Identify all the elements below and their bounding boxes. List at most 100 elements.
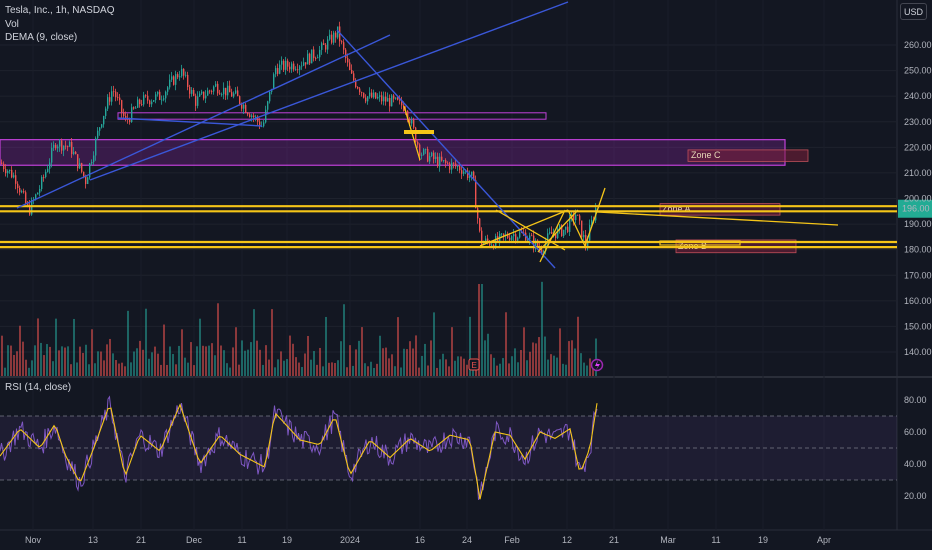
candle-body bbox=[45, 171, 47, 178]
blue-trendline bbox=[89, 1, 569, 181]
candle-body bbox=[549, 231, 551, 234]
volume-bar bbox=[220, 345, 222, 376]
candle-body bbox=[301, 65, 303, 67]
candle-body bbox=[291, 63, 293, 70]
volume-bar bbox=[448, 366, 450, 376]
candle-body bbox=[311, 49, 313, 64]
candle-body bbox=[537, 240, 539, 248]
volume-bar bbox=[577, 316, 579, 376]
blue-trendline bbox=[117, 117, 263, 127]
price-axis[interactable]: 140.00 150.00 160.00 170.00 180.00 190.00 200.… bbox=[904, 40, 932, 501]
rsi-legend[interactable]: RSI (14, close) bbox=[5, 382, 72, 393]
candle-body bbox=[185, 74, 187, 76]
time-axis[interactable]: Nov 13 21 Dec 11 19 2024 16 24 Feb 12 21 Mar 11 19 Apr bbox=[25, 535, 831, 545]
candle-body bbox=[485, 238, 487, 243]
candle-body bbox=[401, 99, 403, 106]
candle-body bbox=[577, 214, 579, 216]
candle-body bbox=[391, 95, 393, 107]
volume-legend[interactable]: Vol bbox=[5, 19, 19, 30]
volume-bar bbox=[394, 366, 396, 376]
candle-body bbox=[335, 32, 337, 38]
candle-body bbox=[89, 163, 91, 178]
candle-body bbox=[307, 53, 309, 65]
volume-bar bbox=[547, 359, 549, 376]
volume-bar bbox=[409, 341, 411, 376]
candle-body bbox=[349, 62, 351, 70]
volume-bar bbox=[433, 312, 435, 376]
candle-body bbox=[461, 170, 463, 174]
candle-body bbox=[269, 91, 271, 102]
volume-bar bbox=[58, 350, 60, 376]
candle-body bbox=[111, 91, 113, 102]
rsi-pane bbox=[0, 395, 897, 500]
currency-button[interactable]: USD bbox=[900, 3, 927, 20]
volume-bar bbox=[358, 340, 360, 376]
candle-body bbox=[143, 95, 145, 105]
candle-body bbox=[151, 101, 153, 105]
volume-bar bbox=[61, 346, 63, 376]
volume-bar bbox=[238, 364, 240, 376]
candle-body bbox=[235, 90, 237, 94]
candle-body bbox=[101, 124, 103, 128]
volume-bar bbox=[391, 354, 393, 376]
volume-bar bbox=[49, 346, 51, 376]
volume-bar bbox=[82, 352, 84, 376]
candle-body bbox=[79, 163, 81, 169]
candle-body bbox=[507, 234, 509, 238]
candle-body bbox=[257, 116, 259, 122]
volume-bar bbox=[430, 340, 432, 376]
volume-bar bbox=[574, 348, 576, 376]
earnings-marker[interactable] bbox=[468, 358, 480, 371]
candle-body bbox=[561, 225, 563, 237]
volume-bar bbox=[571, 340, 573, 376]
volume-bar bbox=[175, 364, 177, 376]
candle-body bbox=[353, 73, 355, 81]
time-tick-label: 2024 bbox=[340, 535, 360, 545]
symbol-legend[interactable]: Tesla, Inc., 1h, NASDAQ bbox=[5, 5, 115, 16]
candle-body bbox=[5, 169, 7, 174]
candle-body bbox=[121, 100, 123, 113]
volume-bar bbox=[517, 362, 519, 376]
zone-c-band bbox=[0, 139, 786, 166]
candle-body bbox=[293, 63, 295, 70]
candle-body bbox=[393, 95, 395, 99]
volume-bar bbox=[211, 343, 213, 376]
candle-body bbox=[457, 166, 459, 167]
volume-bar bbox=[70, 364, 72, 376]
candle-body bbox=[65, 145, 67, 147]
candle-body bbox=[489, 241, 491, 246]
volume-bar bbox=[139, 340, 141, 376]
candle-body bbox=[279, 64, 281, 74]
volume-bar bbox=[241, 340, 243, 376]
rsi-tick-label: 60.00 bbox=[904, 427, 927, 437]
volume-bar bbox=[157, 353, 159, 376]
candle-body bbox=[455, 163, 457, 167]
dema-legend[interactable]: DEMA (9, close) bbox=[5, 32, 78, 43]
volume-bar bbox=[187, 362, 189, 376]
volume-bar bbox=[529, 351, 531, 376]
volume-bar bbox=[13, 354, 15, 376]
candle-body bbox=[157, 91, 159, 95]
candle-body bbox=[23, 191, 25, 193]
volume-bar bbox=[559, 328, 561, 376]
volume-bar bbox=[292, 343, 294, 376]
volume-bar bbox=[508, 363, 510, 376]
candle-body bbox=[107, 97, 109, 109]
candle-body bbox=[201, 91, 203, 94]
blue-trendline bbox=[16, 34, 391, 209]
volume-bar bbox=[85, 344, 87, 376]
candle-body bbox=[433, 152, 435, 159]
candle-body bbox=[135, 107, 137, 109]
volume-bar bbox=[304, 353, 306, 376]
candle-body bbox=[17, 183, 19, 189]
candle-body bbox=[41, 176, 43, 189]
candle-body bbox=[585, 234, 587, 247]
volume-bar bbox=[400, 367, 402, 376]
time-tick-label: 21 bbox=[609, 535, 619, 545]
candle-body bbox=[81, 163, 83, 172]
candle-body bbox=[11, 169, 13, 178]
volume-bar bbox=[19, 325, 21, 376]
time-tick-label: 21 bbox=[136, 535, 146, 545]
